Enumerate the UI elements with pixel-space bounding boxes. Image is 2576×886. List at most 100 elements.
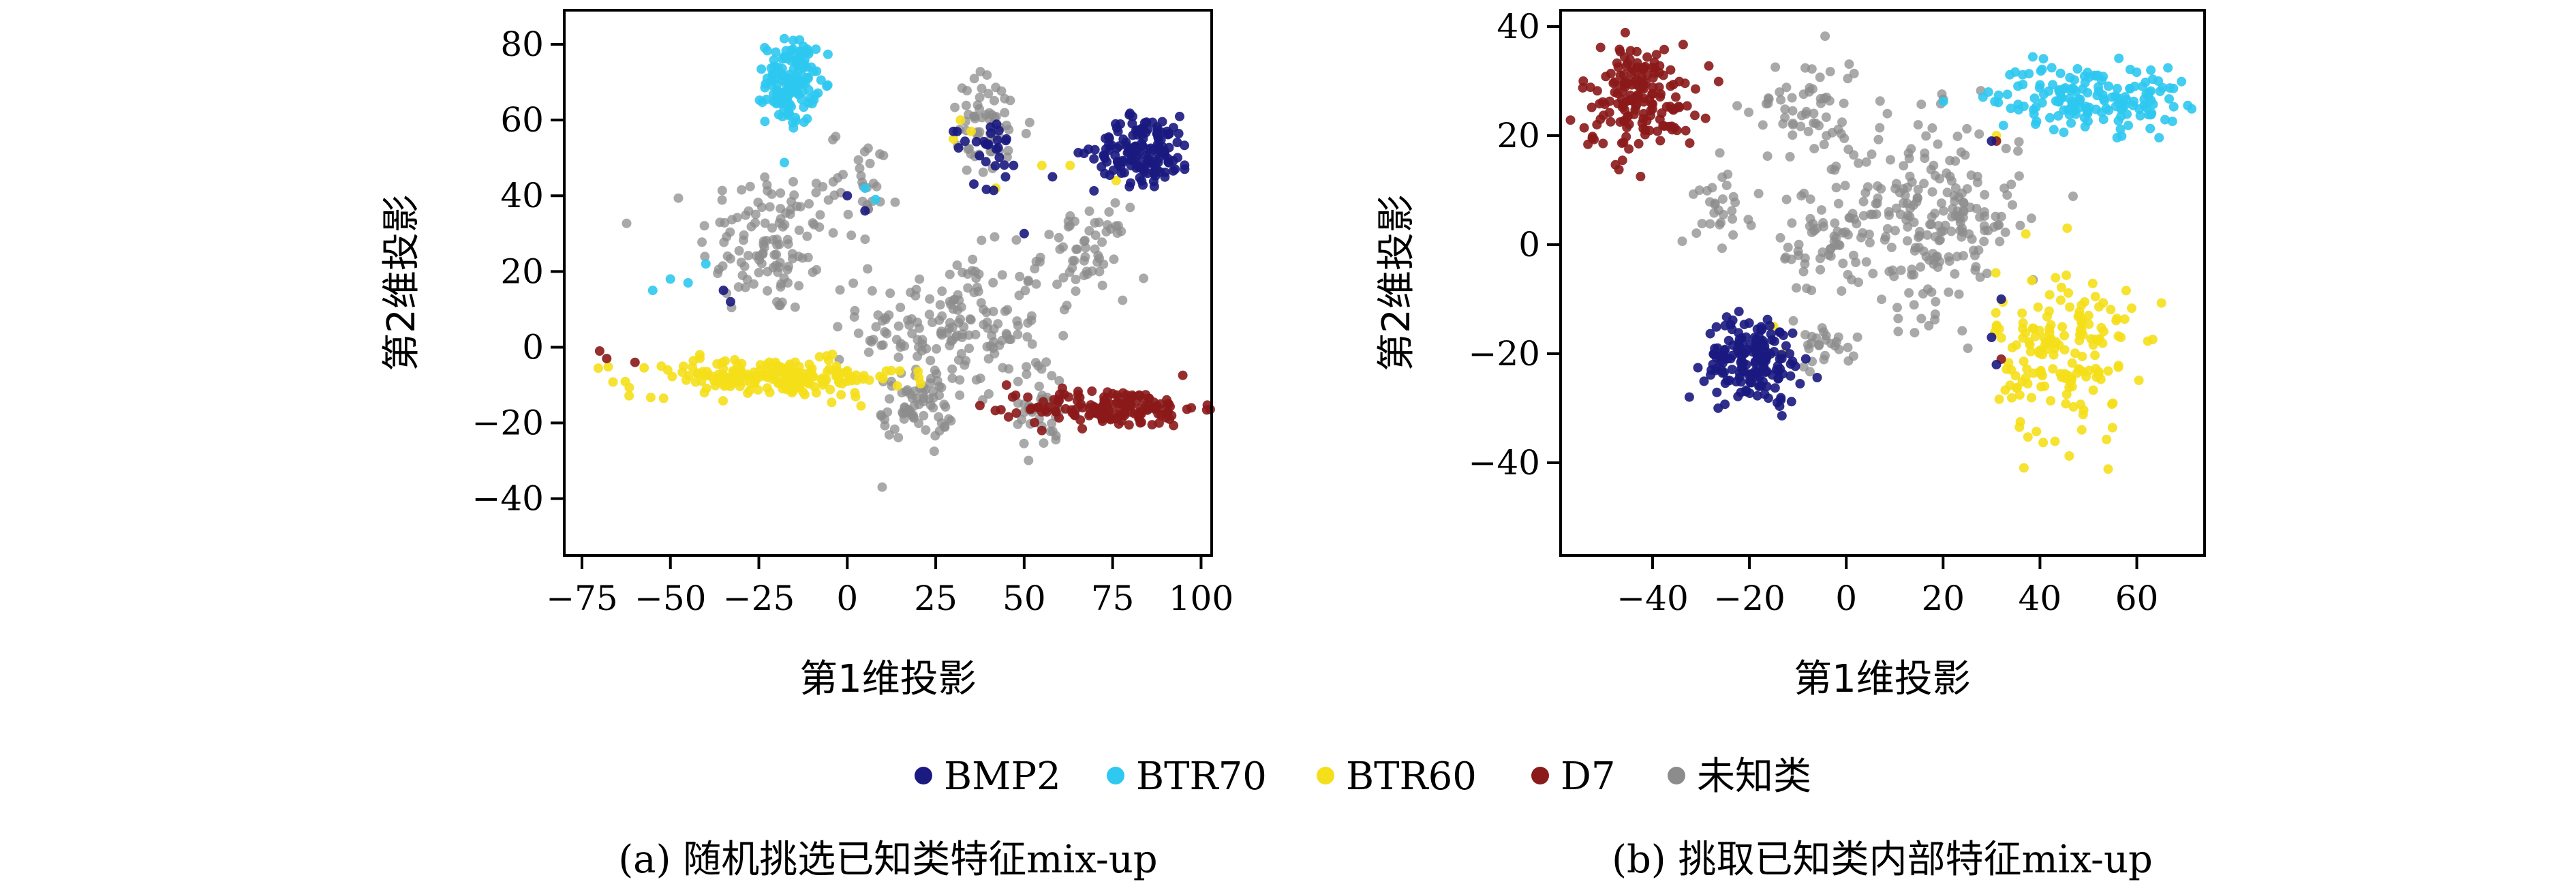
- panel-a-point: [870, 194, 880, 204]
- panel-a-point: [1172, 138, 1182, 147]
- panel-b-point: [1728, 230, 1738, 240]
- panel-b-point: [2068, 402, 2079, 412]
- panel-b-point: [1865, 238, 1875, 247]
- panel-b-point: [1809, 144, 1820, 154]
- panel-b-point: [2061, 389, 2072, 399]
- panel-a-point: [797, 87, 808, 97]
- panel-a-point: [1169, 421, 1179, 431]
- panel-b-point: [2108, 398, 2118, 408]
- panel-b-point: [2059, 127, 2069, 138]
- panel-a-x-tick-label: 50: [1002, 579, 1046, 618]
- panel-b-point: [1825, 67, 1835, 77]
- panel-b-point: [1867, 149, 1877, 159]
- panel-a-point: [754, 268, 764, 277]
- panel-b-point: [1710, 198, 1720, 209]
- panel-a-point: [765, 387, 775, 397]
- panel-a-point: [1044, 230, 1054, 240]
- panel-b-point: [2006, 179, 2017, 189]
- panel-a-point: [1116, 168, 1126, 179]
- panel-b-point: [2076, 325, 2087, 335]
- panel-b-point: [1927, 212, 1937, 222]
- panel-b-point: [2046, 320, 2056, 330]
- panel-a-point: [777, 63, 787, 74]
- panel-a-point: [803, 252, 813, 262]
- panel-a-point: [960, 136, 970, 147]
- panel-b-point: [1614, 164, 1624, 174]
- panel-b-point: [2024, 337, 2034, 347]
- panel-a-point: [1003, 145, 1013, 155]
- panel-b-point: [1761, 353, 1771, 363]
- panel-a-point: [1090, 144, 1100, 155]
- panel-b-point: [1820, 93, 1829, 104]
- panel-b-point: [1630, 105, 1640, 115]
- panel-a-point: [1052, 279, 1062, 290]
- panel-b-point: [2123, 121, 2133, 131]
- panel-b-point: [2153, 76, 2164, 86]
- panel-b-point: [2074, 307, 2085, 317]
- panel-a-point: [1094, 266, 1105, 277]
- panel-a-point: [1135, 403, 1146, 413]
- panel-a-point: [1089, 186, 1099, 196]
- panel-b-point: [2057, 322, 2068, 332]
- panel-a-point: [813, 88, 823, 98]
- panel-b-point: [2100, 95, 2109, 106]
- panel-b-point: [1788, 316, 1798, 326]
- panel-b-point: [2103, 366, 2113, 376]
- panel-b-point: [1646, 106, 1656, 116]
- panel-b-point: [1642, 52, 1653, 62]
- panel-a-point: [1013, 376, 1023, 386]
- panel-a-x-tick-label: 100: [1169, 579, 1233, 618]
- panel-b-point: [1760, 389, 1770, 399]
- panel-a-point: [768, 234, 778, 245]
- panel-b-point: [1833, 198, 1843, 209]
- panel-b-point: [2023, 432, 2033, 442]
- panel-b-point: [2164, 94, 2174, 104]
- panel-b-point: [2067, 358, 2077, 368]
- panel-b-point: [2135, 110, 2145, 121]
- panel-b-point: [2116, 333, 2126, 342]
- panel-b-point: [1939, 206, 1948, 216]
- panel-a-point: [793, 371, 802, 381]
- panel-b-point: [1798, 89, 1809, 100]
- panel-a-point: [853, 329, 863, 338]
- panel-a-point: [1129, 409, 1139, 418]
- panel-a-point: [665, 274, 675, 284]
- panel-a-point: [804, 199, 814, 209]
- panel-a-point: [1114, 141, 1124, 151]
- panel-a-point: [745, 386, 755, 396]
- panel-a-point: [953, 290, 963, 300]
- panel-a-point: [603, 362, 613, 372]
- panel-b-point: [1831, 183, 1841, 193]
- panel-a-point: [1135, 391, 1145, 401]
- panel-a-point: [1054, 376, 1064, 386]
- panel-b-point: [1952, 132, 1963, 142]
- panel-b-point: [1821, 112, 1831, 122]
- panel-a-point: [969, 74, 979, 84]
- panel-a-point: [789, 190, 799, 200]
- panel-b-point: [2000, 385, 2010, 395]
- panel-a-point: [1094, 254, 1105, 264]
- panel-a-point: [925, 294, 935, 304]
- panel-b-point: [1809, 226, 1820, 236]
- panel-b-y-tick-label: 0: [1518, 225, 1540, 264]
- panel-a-point: [754, 95, 765, 106]
- panel-b-point: [1786, 397, 1796, 407]
- panel-a-point: [1026, 316, 1037, 325]
- panel-b-point: [1884, 210, 1894, 220]
- panel-b-point: [2076, 318, 2087, 328]
- panel-b-point: [2029, 109, 2039, 119]
- panel-b-point: [2183, 100, 2193, 110]
- panel-b-point: [1753, 332, 1764, 342]
- panel-b-point: [1819, 327, 1828, 337]
- panel-b-point: [2061, 270, 2072, 280]
- panel-a-y-tick-label: 60: [500, 100, 544, 140]
- panel-a-point: [720, 379, 730, 389]
- panel-b-point: [1713, 76, 1723, 87]
- panel-b-point: [1780, 104, 1790, 114]
- panel-a-point: [771, 47, 781, 57]
- panel-b-point: [1632, 62, 1642, 72]
- panel-b-x-ticks: −40 −20 0 20 40 60: [1616, 555, 2158, 618]
- panel-b-point: [1930, 232, 1940, 242]
- panel-b-point: [1991, 360, 2002, 369]
- panel-a-caption: (a) 随机挑选已知类特征mix-up: [618, 838, 1157, 882]
